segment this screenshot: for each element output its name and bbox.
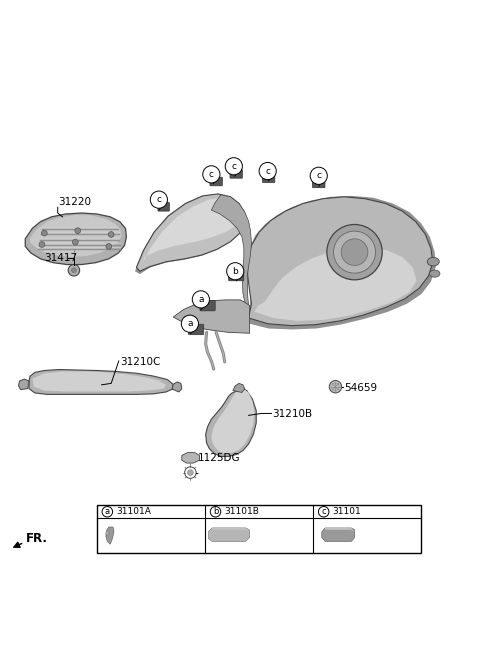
Circle shape (72, 268, 76, 273)
Circle shape (68, 265, 80, 276)
Polygon shape (248, 197, 433, 326)
Circle shape (188, 470, 193, 476)
Circle shape (318, 507, 329, 517)
Text: 31220: 31220 (59, 197, 92, 207)
FancyBboxPatch shape (312, 179, 325, 188)
Polygon shape (142, 198, 240, 264)
Text: 31210B: 31210B (273, 409, 312, 419)
Circle shape (259, 162, 276, 179)
Circle shape (41, 230, 47, 236)
Polygon shape (248, 196, 436, 329)
FancyBboxPatch shape (97, 505, 421, 553)
FancyBboxPatch shape (189, 324, 204, 334)
Text: b: b (232, 267, 238, 276)
Circle shape (181, 315, 199, 332)
Text: a: a (105, 507, 110, 516)
Text: 54659: 54659 (344, 382, 377, 393)
Circle shape (225, 158, 242, 175)
Text: FR.: FR. (26, 532, 48, 545)
Polygon shape (19, 379, 29, 390)
Circle shape (102, 507, 113, 517)
Circle shape (334, 231, 375, 273)
Polygon shape (106, 527, 114, 544)
Circle shape (39, 242, 45, 248)
Circle shape (75, 228, 81, 233)
Text: c: c (316, 171, 321, 180)
Polygon shape (25, 213, 126, 265)
Polygon shape (254, 248, 417, 321)
Circle shape (185, 467, 196, 478)
Circle shape (108, 232, 114, 237)
Circle shape (106, 244, 112, 249)
Polygon shape (208, 528, 250, 541)
Polygon shape (182, 453, 199, 463)
Text: 1125DG: 1125DG (198, 453, 240, 463)
Text: a: a (187, 319, 192, 328)
Polygon shape (211, 195, 252, 306)
Circle shape (341, 238, 368, 265)
FancyBboxPatch shape (230, 170, 242, 178)
Text: 31101: 31101 (333, 507, 361, 516)
Text: c: c (265, 166, 270, 175)
Polygon shape (30, 215, 121, 257)
Polygon shape (135, 195, 244, 274)
Polygon shape (322, 528, 355, 541)
Polygon shape (29, 369, 173, 394)
FancyBboxPatch shape (200, 300, 215, 311)
Circle shape (329, 380, 342, 393)
Circle shape (227, 263, 244, 280)
Text: 31101A: 31101A (116, 507, 151, 516)
Text: c: c (156, 195, 161, 204)
Polygon shape (233, 384, 245, 392)
Circle shape (203, 166, 220, 183)
Text: c: c (209, 170, 214, 179)
Text: 31417: 31417 (44, 253, 77, 263)
Text: 31210C: 31210C (120, 357, 160, 367)
Circle shape (327, 225, 382, 280)
Polygon shape (205, 388, 256, 457)
Circle shape (150, 191, 168, 208)
Polygon shape (106, 531, 109, 535)
Text: a: a (198, 295, 204, 304)
Polygon shape (212, 528, 250, 532)
Text: 31101B: 31101B (225, 507, 260, 516)
Circle shape (310, 167, 327, 185)
Polygon shape (173, 300, 250, 333)
Text: c: c (231, 162, 236, 171)
Ellipse shape (427, 258, 439, 266)
Polygon shape (325, 528, 355, 532)
Text: b: b (213, 507, 218, 516)
Polygon shape (33, 371, 166, 392)
Ellipse shape (430, 270, 440, 277)
Polygon shape (136, 194, 245, 271)
Circle shape (192, 291, 209, 308)
FancyBboxPatch shape (158, 202, 169, 211)
FancyBboxPatch shape (228, 269, 244, 281)
Text: c: c (322, 507, 326, 516)
Polygon shape (208, 528, 250, 541)
Polygon shape (172, 382, 182, 392)
Circle shape (72, 239, 78, 245)
FancyBboxPatch shape (210, 177, 222, 186)
FancyBboxPatch shape (263, 174, 275, 183)
Circle shape (210, 507, 221, 517)
Polygon shape (211, 389, 254, 453)
